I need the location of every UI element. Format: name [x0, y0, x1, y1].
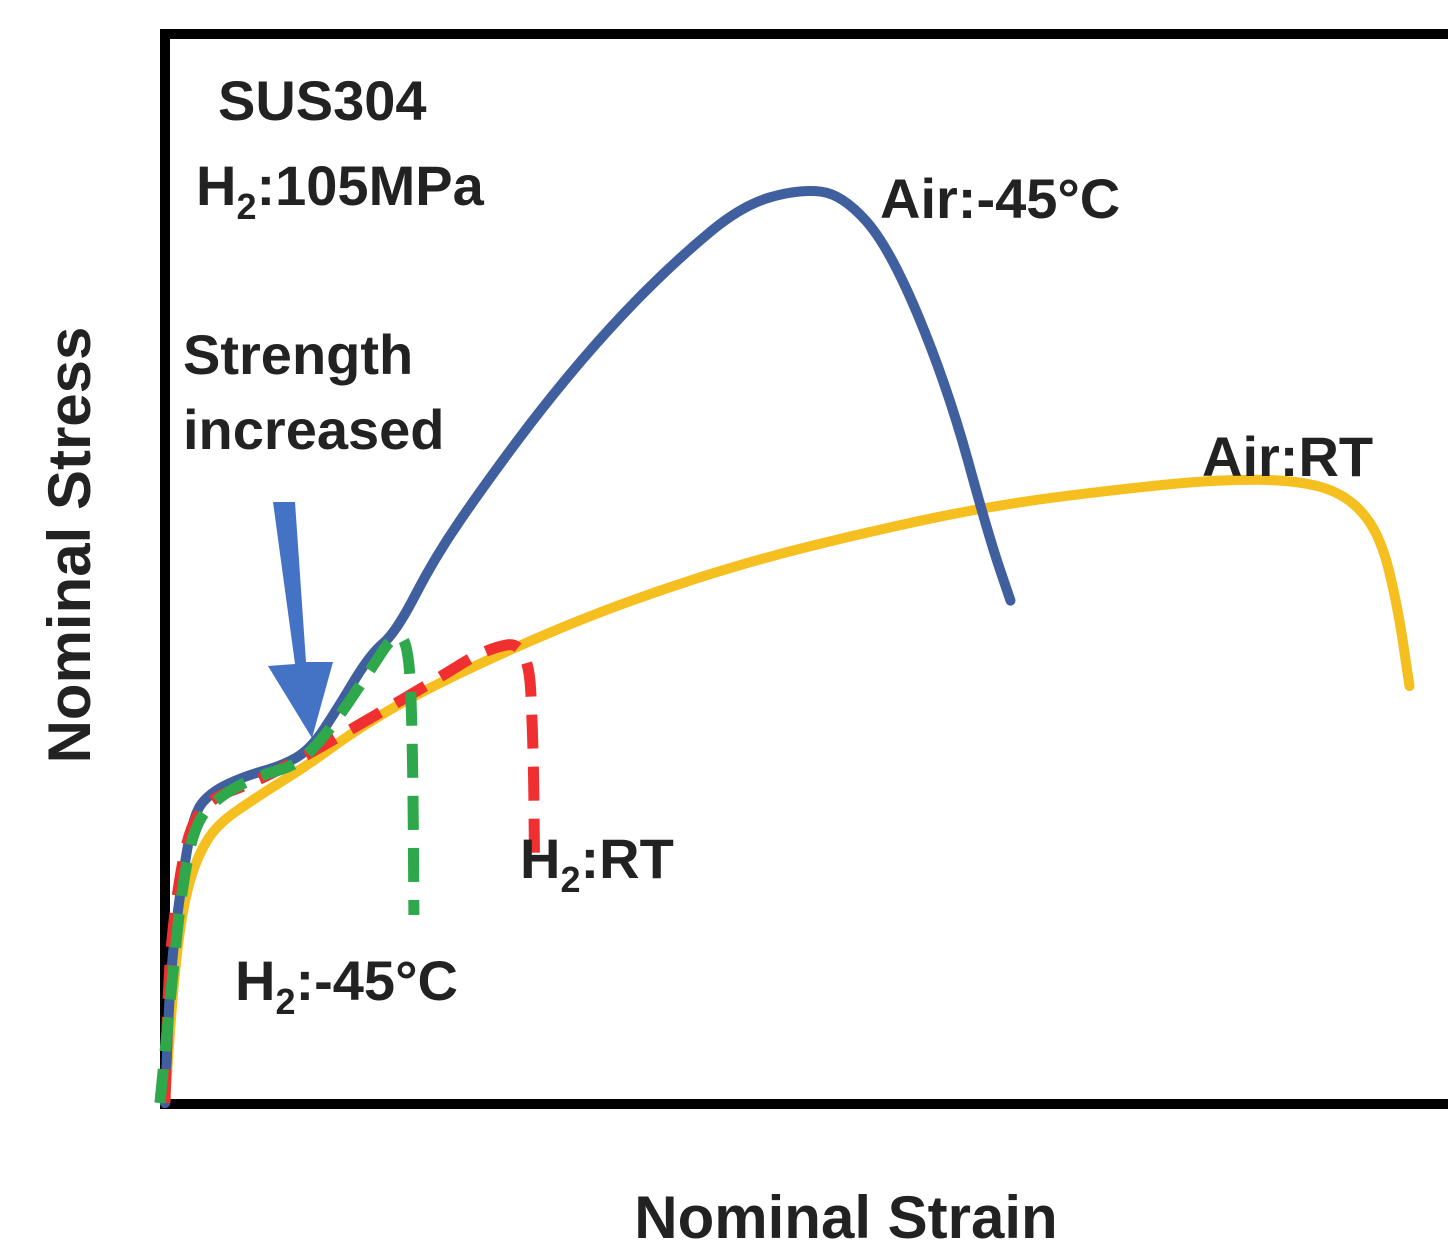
- strength-arrow: [268, 502, 333, 738]
- series-label-h2-rt-h: H: [520, 827, 560, 890]
- arrow-text-line2: increased: [183, 398, 445, 461]
- arrow-text-line1: Strength: [183, 323, 413, 386]
- series-label-h2-minus45-rest: :-45°C: [295, 949, 457, 1012]
- series-layer: [154, 186, 1415, 1108]
- pressure-label: H2:105MPa: [196, 154, 485, 227]
- series-label-h2-rt: H2:RT: [520, 827, 674, 900]
- series-label-air-minus45: Air:-45°C: [880, 167, 1120, 230]
- pressure-label-h: H: [196, 154, 236, 217]
- y-axis-label: Nominal Stress: [36, 327, 103, 764]
- pressure-label-rest: :105MPa: [256, 154, 484, 217]
- series-line-h2-rt: [159, 639, 540, 1104]
- series-label-h2-minus45-sub: 2: [275, 981, 295, 1022]
- series-label-h2-minus45: H2:-45°C: [235, 949, 458, 1022]
- series-line-air-45-c: [160, 186, 1016, 1108]
- x-axis-label: Nominal Strain: [634, 1184, 1057, 1247]
- series-line-air-rt: [160, 474, 1415, 1108]
- series-label-h2-rt-rest: :RT: [580, 827, 673, 890]
- series-label-air-rt: Air:RT: [1202, 425, 1373, 488]
- material-label: SUS304: [218, 69, 427, 132]
- pressure-label-sub: 2: [236, 186, 256, 227]
- series-label-h2-minus45-h: H: [235, 949, 275, 1012]
- strength-arrow-shape: [268, 502, 333, 738]
- series-label-h2-rt-sub: 2: [560, 859, 580, 900]
- series-line-h2-45-c: [154, 631, 420, 1104]
